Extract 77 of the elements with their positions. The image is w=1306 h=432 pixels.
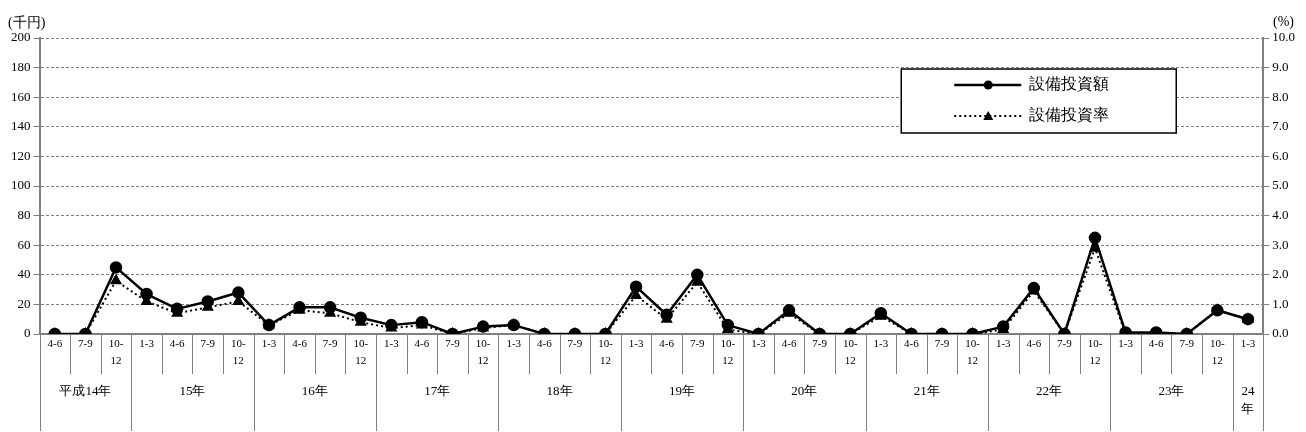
- x-tick-label: 4-6: [904, 336, 920, 349]
- x-tick-label: 4-6: [292, 336, 308, 349]
- x-tick-label: 7-9: [934, 336, 950, 349]
- text: 22年: [1036, 383, 1063, 399]
- x-tick-label: 10-12: [1087, 336, 1103, 366]
- text: 20年: [791, 383, 818, 399]
- x-tick-label: 7-9: [200, 336, 216, 349]
- x-tick-label: 10-12: [353, 336, 369, 366]
- x-tick-label: 7-9: [78, 336, 94, 349]
- x-tick-label: 1-3: [383, 336, 400, 349]
- y-tick-label: 80: [17, 207, 31, 223]
- x-tick-label: 4-6: [47, 336, 63, 349]
- x-tick-label: 4-6: [781, 336, 797, 349]
- y-axis-title: (千円): [8, 14, 46, 31]
- y2-tick-label: 4.0: [1272, 207, 1289, 223]
- x-tick-label: 4-6: [659, 336, 675, 349]
- y2-axis-title: (%): [1273, 13, 1295, 30]
- y-tick-label: 100: [11, 177, 31, 193]
- legend-label: 設備投資率: [1029, 106, 1110, 124]
- text: 16年: [301, 383, 328, 399]
- y2-tick-label: 3.0: [1272, 236, 1289, 252]
- x-tick-label: 1-3: [995, 336, 1012, 349]
- x-tick-label: 10-12: [475, 336, 491, 366]
- y-tick-label: 120: [11, 147, 31, 163]
- y2-tick-label: 0.0: [1272, 325, 1289, 341]
- y2-tick-label: 8.0: [1272, 88, 1289, 104]
- legend-label: 設備投資額: [1029, 75, 1110, 93]
- x-tick-label: 7-9: [567, 336, 583, 349]
- y2-tick-label: 5.0: [1272, 177, 1289, 193]
- y2-tick-label: 1.0: [1272, 295, 1289, 311]
- text: 18年: [546, 383, 573, 399]
- text: 19年: [668, 383, 695, 399]
- y-tick-label: 180: [11, 59, 31, 75]
- x-tick-label: 4-6: [1026, 336, 1042, 349]
- x-tick-label: 7-9: [1179, 336, 1195, 349]
- x-tick-label: 4-6: [414, 336, 430, 349]
- x-tick-label: 1-3: [1240, 336, 1256, 349]
- x-tick-label: 1-3: [1118, 336, 1134, 349]
- x-tick-label: 10-12: [965, 336, 981, 366]
- x-tick-label: 1-3: [506, 336, 522, 349]
- x-tick-label: 10-12: [108, 336, 124, 366]
- y-tick-label: 200: [11, 29, 31, 45]
- y2-tick-label: 9.0: [1272, 59, 1289, 75]
- y-tick-label: 20: [17, 295, 31, 311]
- x-tick-label: 1-3: [628, 336, 644, 349]
- y2-tick-label: 7.0: [1272, 118, 1289, 134]
- y-tick-label: 140: [11, 118, 31, 134]
- y-tick-label: 60: [17, 236, 31, 252]
- x-tick-label: 1-3: [751, 336, 767, 349]
- x-tick-label: 10-12: [842, 336, 858, 366]
- x-tick-label: 4-6: [169, 336, 185, 349]
- x-tick-label: 10-12: [598, 336, 614, 366]
- x-tick-label: 10-12: [1210, 336, 1226, 366]
- y-tick-label: 40: [17, 266, 31, 282]
- text: 23年: [1158, 383, 1185, 399]
- x-tick-label: 7-9: [1057, 336, 1073, 349]
- text: 24年: [1241, 383, 1255, 417]
- x-tick-label: 10-12: [720, 336, 736, 366]
- text: 15年: [179, 383, 206, 399]
- x-tick-label: 4-6: [1148, 336, 1164, 349]
- x-tick-label: 10-12: [231, 336, 247, 366]
- y2-tick-label: 2.0: [1272, 266, 1289, 282]
- x-tick-label: 7-9: [812, 336, 828, 349]
- y-tick-label: 0: [24, 325, 31, 341]
- x-tick-label: 4-6: [536, 336, 553, 349]
- x-tick-label: 7-9: [689, 336, 706, 349]
- x-tick-label: 1-3: [873, 336, 889, 349]
- y-tick-label: 160: [11, 88, 31, 104]
- x-tick-label: 7-9: [445, 336, 461, 349]
- y2-tick-label: 10.0: [1272, 29, 1295, 45]
- x-tick-label: 1-3: [261, 336, 277, 349]
- x-tick-label: 7-9: [322, 336, 338, 349]
- text: 17年: [424, 383, 451, 399]
- text: 21年: [913, 383, 940, 399]
- x-tick-label: 1-3: [139, 336, 155, 349]
- y2-tick-label: 6.0: [1272, 147, 1289, 163]
- text: 平成14年: [59, 383, 112, 399]
